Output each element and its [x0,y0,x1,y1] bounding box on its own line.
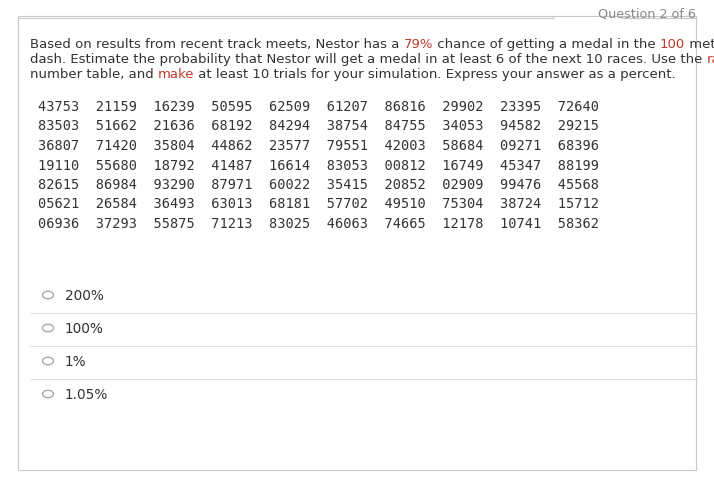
Text: 1%: 1% [65,355,86,369]
Text: at least 10 trials for your simulation. Express your answer as a percent.: at least 10 trials for your simulation. … [194,68,676,81]
Text: 79%: 79% [403,38,433,51]
Text: chance of getting a medal in the: chance of getting a medal in the [433,38,660,51]
Text: 36807  71420  35804  44862  23577  79551  42003  58684  09271  68396: 36807 71420 35804 44862 23577 79551 4200… [38,139,599,153]
Text: 1.05%: 1.05% [65,388,109,402]
Text: 19110  55680  18792  41487  16614  83053  00812  16749  45347  88199: 19110 55680 18792 41487 16614 83053 0081… [38,158,599,173]
Text: 43753  21159  16239  50595  62509  61207  86816  29902  23395  72640: 43753 21159 16239 50595 62509 61207 8681… [38,100,599,114]
Text: Question 2 of 6: Question 2 of 6 [598,7,696,20]
Text: meter: meter [685,38,714,51]
Text: dash. Estimate the probability that Nestor will get a medal in at least 6 of the: dash. Estimate the probability that Nest… [30,53,707,66]
Text: random: random [707,53,714,66]
Text: 82615  86984  93290  87971  60022  35415  20852  02909  99476  45568: 82615 86984 93290 87971 60022 35415 2085… [38,178,599,192]
Text: 200%: 200% [65,289,104,303]
Text: make: make [158,68,194,81]
Text: Based on results from recent track meets, Nestor has a: Based on results from recent track meets… [30,38,403,51]
Text: 100: 100 [660,38,685,51]
Text: 06936  37293  55875  71213  83025  46063  74665  12178  10741  58362: 06936 37293 55875 71213 83025 46063 7466… [38,217,599,231]
Text: 83503  51662  21636  68192  84294  38754  84755  34053  94582  29215: 83503 51662 21636 68192 84294 38754 8475… [38,120,599,134]
Text: 100%: 100% [65,322,104,336]
Text: number table, and: number table, and [30,68,158,81]
Text: 05621  26584  36493  63013  68181  57702  49510  75304  38724  15712: 05621 26584 36493 63013 68181 57702 4951… [38,197,599,211]
